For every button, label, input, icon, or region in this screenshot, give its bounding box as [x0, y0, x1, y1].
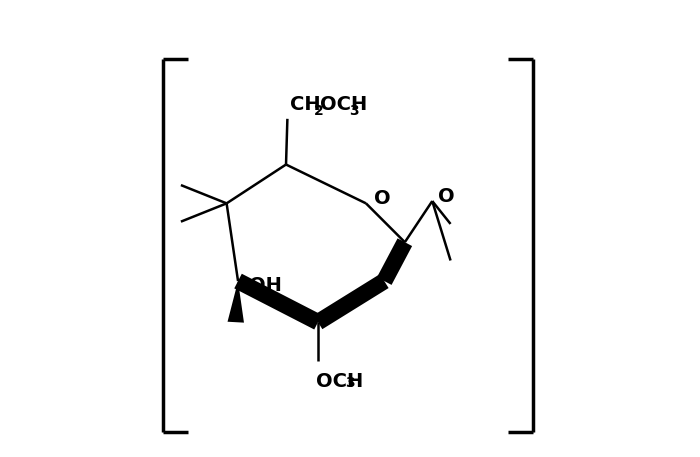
Text: 3: 3	[349, 104, 359, 118]
Text: OCH: OCH	[316, 372, 363, 392]
Text: CH: CH	[290, 95, 321, 114]
Polygon shape	[314, 274, 389, 329]
Text: 3: 3	[345, 376, 355, 390]
Text: OCH: OCH	[320, 95, 367, 114]
Text: 2: 2	[314, 104, 323, 118]
Polygon shape	[228, 281, 244, 323]
Polygon shape	[377, 239, 412, 285]
Polygon shape	[234, 274, 322, 329]
Text: O: O	[438, 187, 454, 206]
Text: O: O	[374, 189, 391, 208]
Text: OH: OH	[249, 276, 282, 295]
